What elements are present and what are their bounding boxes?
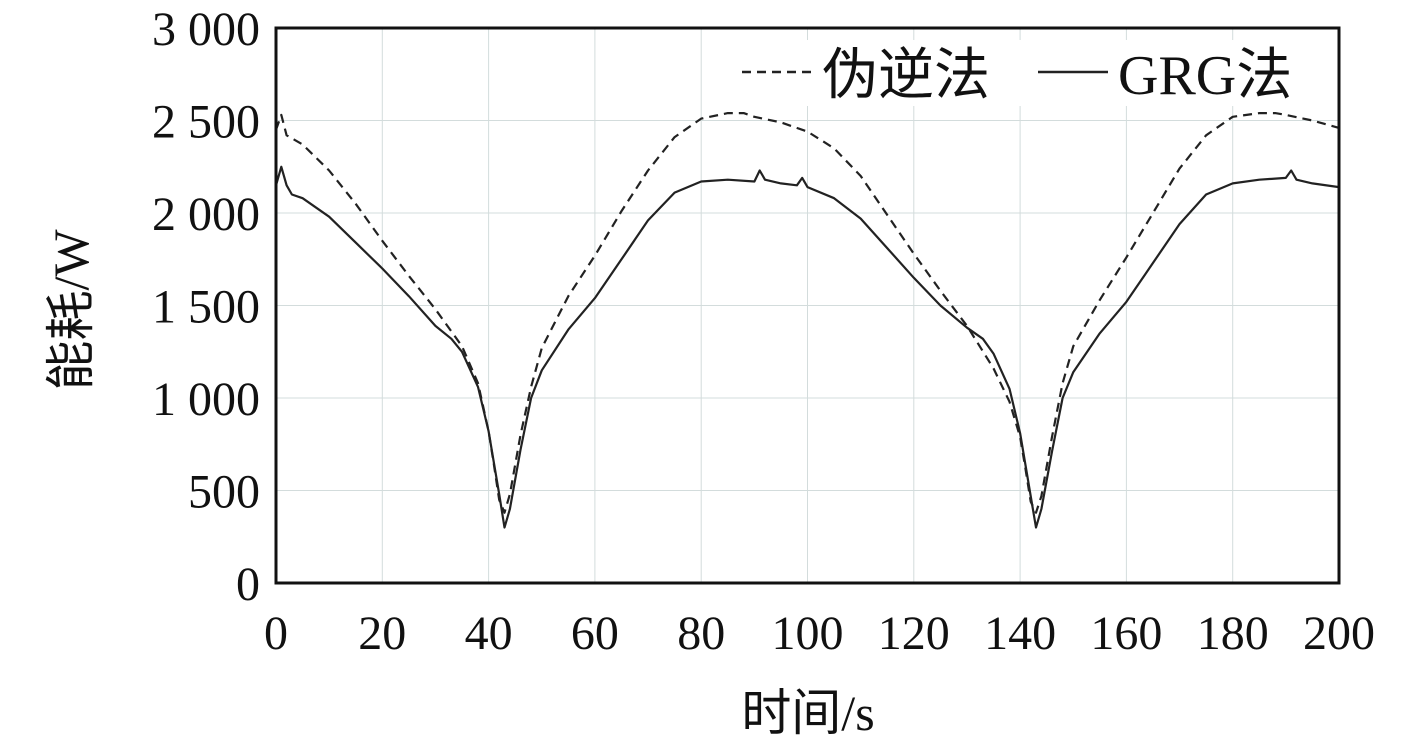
tick-labels: 0 20 40 60 80 100 120 140 160 180 200 0 500 1 000 1 50… [152, 3, 1375, 660]
y-tick-label: 500 [188, 466, 260, 519]
grid-lines [275, 27, 1340, 584]
x-tick-label: 200 [1303, 607, 1375, 660]
x-tick-label: 100 [772, 607, 844, 660]
y-tick-label: 2 000 [152, 188, 260, 241]
x-tick-label: 60 [571, 607, 619, 660]
y-axis-label: 能耗/W [43, 229, 99, 391]
x-tick-label: 180 [1197, 607, 1269, 660]
y-tick-label: 1 500 [152, 281, 260, 334]
x-tick-label: 140 [984, 607, 1056, 660]
legend-label-grg: GRG法 [1118, 45, 1292, 107]
y-tick-label: 2 500 [152, 96, 260, 149]
legend-background [728, 40, 1336, 106]
y-tick-label: 3 000 [152, 3, 260, 56]
x-axis-label: 时间/s [741, 685, 874, 741]
series-lines [274, 112, 1340, 529]
plot-frame [274, 26, 1341, 585]
x-tick-label: 20 [358, 607, 406, 660]
x-tick-label: 160 [1090, 607, 1162, 660]
y-tick-label: 1 000 [152, 373, 260, 426]
series-line-grg [274, 165, 1340, 529]
legend-label-pseudo-inverse: 伪逆法 [822, 45, 990, 107]
series-line-pseudo-inverse [274, 112, 1340, 514]
x-tick-label: 0 [264, 607, 288, 660]
x-tick-label: 40 [465, 607, 513, 660]
x-tick-label: 80 [677, 607, 725, 660]
y-tick-label: 0 [236, 558, 260, 611]
legend: 伪逆法 GRG法 [728, 40, 1336, 107]
x-tick-label: 120 [878, 607, 950, 660]
